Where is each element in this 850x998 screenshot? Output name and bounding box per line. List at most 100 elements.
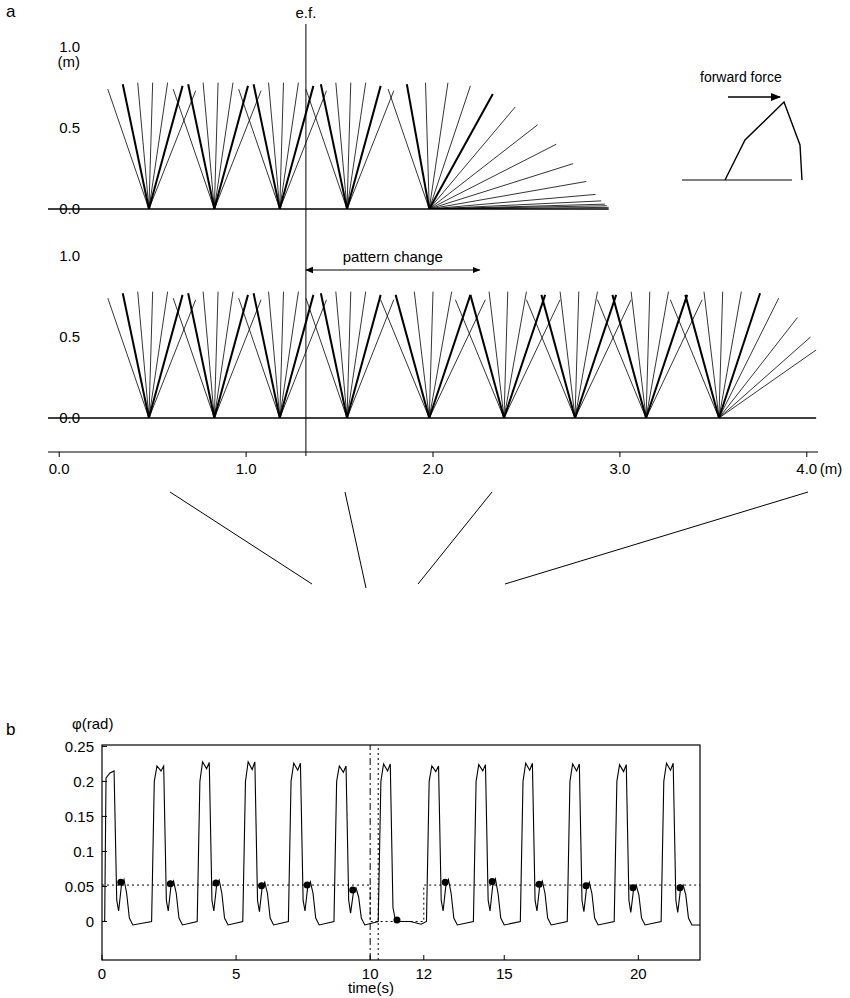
y-axis-label: φ(rad)	[72, 715, 113, 732]
leg-stick	[123, 84, 149, 209]
event-label: e.f.	[295, 4, 316, 21]
x-tick-label: 20	[630, 965, 647, 982]
x-tick	[59, 452, 60, 457]
leg-stick	[280, 91, 327, 209]
y-tick	[102, 851, 107, 852]
leg-stick	[489, 292, 504, 418]
leg-stick	[575, 300, 631, 418]
leg-stick	[646, 295, 687, 418]
connector-line	[170, 492, 312, 584]
leg-stick	[214, 292, 233, 418]
leg-stick	[504, 295, 545, 418]
leg-stick	[214, 300, 261, 418]
leg-stick	[214, 86, 248, 209]
inset-figure	[725, 102, 802, 180]
y-tick	[102, 816, 107, 817]
y-tick-label: 0.15	[65, 808, 94, 825]
x-tick-label: 0	[98, 965, 106, 982]
event-dot	[583, 882, 590, 889]
leg-stick	[214, 91, 261, 209]
leg-stick	[269, 292, 280, 418]
series-line	[370, 745, 371, 960]
y-tick-label: 0.05	[65, 878, 94, 895]
leg-stick	[504, 300, 560, 418]
leg-stick	[560, 292, 575, 418]
leg-stick	[575, 295, 616, 418]
leg-stick	[429, 181, 586, 209]
leg-stick	[426, 83, 430, 209]
inset-arrow	[728, 96, 780, 97]
series-line	[102, 885, 700, 921]
leg-stick	[321, 293, 347, 418]
x-tick-label: 3.0	[609, 460, 630, 477]
leg-stick	[429, 292, 451, 418]
leg-stick	[188, 293, 214, 418]
leg-stick	[347, 86, 381, 209]
event-dot	[258, 882, 265, 889]
y-tick-label: 0.2	[73, 773, 94, 790]
x-tick-label: 1.0	[236, 460, 257, 477]
leg-stick	[203, 292, 214, 418]
leg-stick	[541, 295, 575, 418]
leg-stick	[429, 295, 470, 418]
leg-stick	[149, 83, 168, 209]
ground-line	[48, 208, 609, 209]
y-tick-label: 0.5	[59, 119, 80, 136]
leg-stick	[280, 300, 327, 418]
leg-stick	[347, 91, 394, 209]
leg-stick	[719, 337, 811, 418]
leg-stick	[149, 91, 196, 209]
leg-stick	[269, 83, 280, 209]
leg-stick	[280, 86, 314, 209]
event-dot	[393, 917, 400, 924]
event-dot	[536, 881, 543, 888]
x-tick	[504, 955, 505, 960]
range-label: pattern change	[343, 248, 443, 265]
y-tick-label: 1.0	[59, 247, 80, 264]
x-tick-label: 5	[232, 965, 240, 982]
leg-stick	[704, 292, 719, 418]
leg-stick	[388, 89, 429, 209]
series-line	[378, 745, 379, 960]
leg-stick	[504, 292, 526, 418]
x-tick	[236, 955, 237, 960]
leg-stick	[347, 295, 381, 418]
y-tick-label: 0.0	[59, 200, 80, 217]
leg-stick	[719, 298, 779, 418]
y-tick-label: 0.5	[59, 328, 80, 345]
inset-ground	[682, 180, 792, 181]
leg-stick	[414, 292, 429, 418]
leg-stick	[336, 292, 347, 418]
x-tick-label: 15	[496, 965, 513, 982]
leg-stick	[254, 293, 280, 418]
leg-stick	[396, 295, 430, 418]
y-axis-label: (m)	[58, 53, 81, 70]
leg-stick	[321, 84, 347, 209]
x-axis-label: (m)	[820, 460, 843, 477]
leg-stick	[123, 293, 149, 418]
event-dot	[489, 878, 496, 885]
leg-stick	[429, 164, 573, 209]
leg-stick	[719, 292, 741, 418]
leg-stick	[347, 300, 394, 418]
x-tick	[423, 955, 424, 960]
leg-stick	[347, 83, 366, 209]
leg-stick	[254, 84, 280, 209]
series-group	[102, 745, 700, 960]
x-tick	[638, 955, 639, 960]
connector-line	[505, 492, 808, 584]
x-tick	[806, 452, 807, 457]
ground-line	[48, 417, 816, 418]
panel-label: a	[6, 2, 16, 21]
event-dot	[167, 880, 174, 887]
leg-stick	[280, 295, 314, 418]
x-tick-label: 2.0	[423, 460, 444, 477]
leg-stick	[149, 295, 183, 418]
panel-label: b	[6, 720, 15, 739]
leg-stick	[685, 295, 719, 418]
x-tick-label: 4.0	[796, 460, 817, 477]
leg-stick	[646, 292, 668, 418]
leg-stick	[280, 83, 299, 209]
x-tick	[433, 452, 434, 457]
leg-stick	[575, 292, 597, 418]
